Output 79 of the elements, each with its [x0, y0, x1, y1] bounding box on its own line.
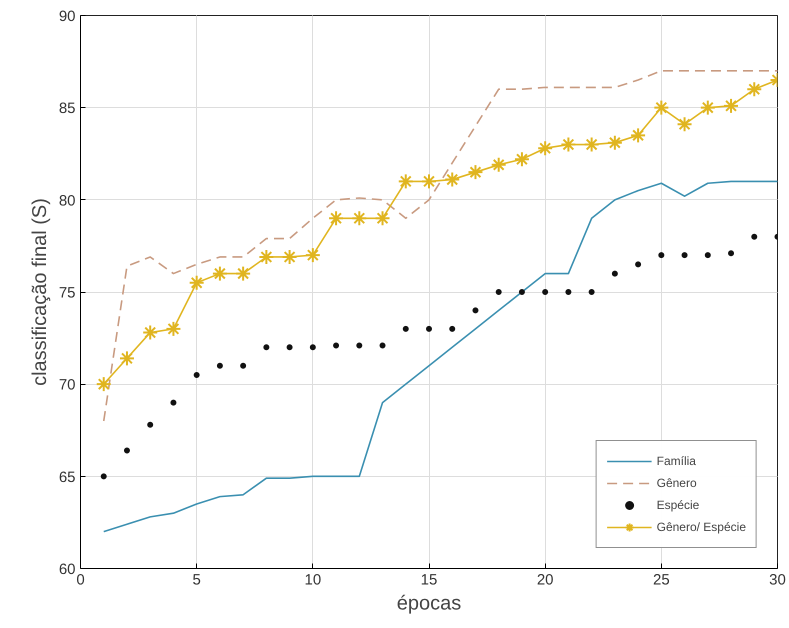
point — [333, 342, 340, 348]
x-axis-title: épocas — [396, 592, 462, 614]
point — [216, 362, 223, 369]
y-tick-label: 70 — [58, 376, 76, 394]
point — [728, 250, 734, 256]
point — [542, 289, 548, 295]
y-tick-label: 60 — [58, 561, 76, 578]
point — [286, 344, 293, 350]
point — [235, 266, 252, 282]
point — [124, 448, 130, 454]
point — [682, 252, 688, 258]
y-tick-label: 85 — [58, 100, 76, 118]
y-tick-label: 90 — [58, 8, 76, 25]
point — [96, 376, 112, 392]
point — [351, 210, 368, 226]
point — [658, 252, 664, 258]
point — [746, 81, 762, 98]
point — [426, 326, 432, 332]
point — [258, 248, 274, 265]
y-tick-label: 75 — [58, 284, 76, 302]
point — [212, 266, 228, 282]
point — [630, 127, 646, 144]
point — [588, 289, 595, 295]
point — [188, 274, 205, 291]
point — [635, 261, 642, 268]
line-series — [102, 180, 778, 532]
point — [142, 324, 158, 341]
y-tick-label: 65 — [58, 468, 76, 486]
point — [398, 173, 414, 190]
legend-label: Família — [656, 454, 696, 468]
point — [676, 116, 693, 132]
point — [496, 289, 502, 295]
y-axis-title: classificação final (S) — [28, 198, 51, 386]
point — [402, 326, 409, 332]
point — [723, 98, 740, 114]
point — [100, 473, 107, 480]
x-tick-label: 15 — [420, 572, 438, 588]
point — [537, 140, 554, 156]
x-tick-label: 5 — [192, 572, 201, 588]
point — [704, 252, 711, 258]
x-tick-label: 25 — [652, 572, 670, 588]
x-tick-label: 10 — [304, 572, 322, 588]
point — [263, 344, 270, 350]
point — [565, 289, 572, 295]
point — [444, 172, 460, 188]
point — [170, 400, 176, 406]
x-tick-label: 0 — [76, 572, 85, 588]
point — [584, 136, 600, 153]
point — [421, 173, 437, 190]
x-tick-label: 30 — [769, 572, 786, 588]
point — [606, 134, 623, 151]
point — [310, 344, 316, 350]
point — [380, 342, 386, 348]
point — [194, 372, 200, 378]
legend-label: Espécie — [656, 498, 700, 512]
point — [490, 156, 507, 173]
point — [118, 350, 135, 366]
point — [514, 151, 530, 168]
point — [612, 270, 618, 277]
point — [518, 289, 525, 295]
point — [467, 164, 484, 180]
point — [304, 247, 321, 264]
point — [356, 342, 362, 348]
point — [751, 234, 758, 240]
point — [147, 422, 154, 428]
legend-label: Gênero — [656, 476, 697, 490]
point — [240, 362, 246, 369]
point — [328, 210, 344, 226]
point — [282, 248, 298, 265]
point — [165, 320, 182, 337]
point — [560, 136, 576, 153]
x-tick-label: 20 — [536, 572, 554, 588]
point — [374, 210, 391, 226]
legend-label: Gênero/ Espécie — [656, 520, 746, 534]
point — [449, 326, 456, 332]
y-tick-label: 80 — [58, 192, 76, 210]
point — [700, 100, 716, 116]
point — [472, 307, 478, 314]
point — [653, 100, 670, 116]
